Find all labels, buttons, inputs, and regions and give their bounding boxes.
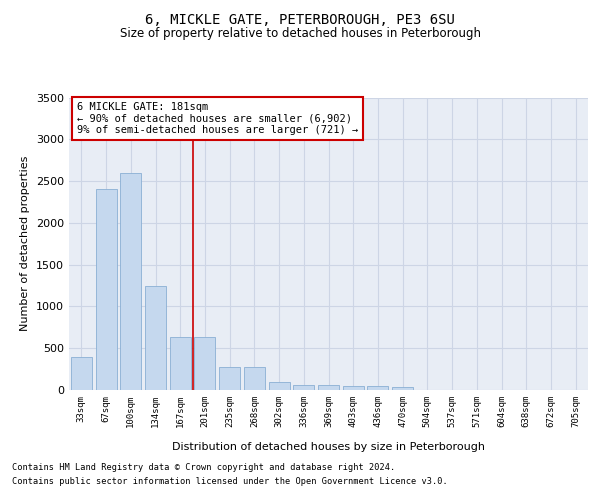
Bar [71,356,92,390]
Bar [269,382,290,390]
Bar [367,386,388,390]
Bar [120,172,141,390]
Text: Size of property relative to detached houses in Peterborough: Size of property relative to detached ho… [119,28,481,40]
Bar [343,386,364,390]
Bar [392,388,413,390]
Text: Distribution of detached houses by size in Peterborough: Distribution of detached houses by size … [172,442,485,452]
Bar [219,368,240,390]
Bar [170,338,191,390]
Text: Contains HM Land Registry data © Crown copyright and database right 2024.: Contains HM Land Registry data © Crown c… [12,462,395,471]
Bar [293,385,314,390]
Y-axis label: Number of detached properties: Number of detached properties [20,156,31,332]
Bar [318,385,339,390]
Bar [194,338,215,390]
Bar [244,368,265,390]
Text: 6, MICKLE GATE, PETERBOROUGH, PE3 6SU: 6, MICKLE GATE, PETERBOROUGH, PE3 6SU [145,12,455,26]
Bar [145,286,166,390]
Text: 6 MICKLE GATE: 181sqm
← 90% of detached houses are smaller (6,902)
9% of semi-de: 6 MICKLE GATE: 181sqm ← 90% of detached … [77,102,358,135]
Text: Contains public sector information licensed under the Open Government Licence v3: Contains public sector information licen… [12,478,448,486]
Bar [95,190,116,390]
